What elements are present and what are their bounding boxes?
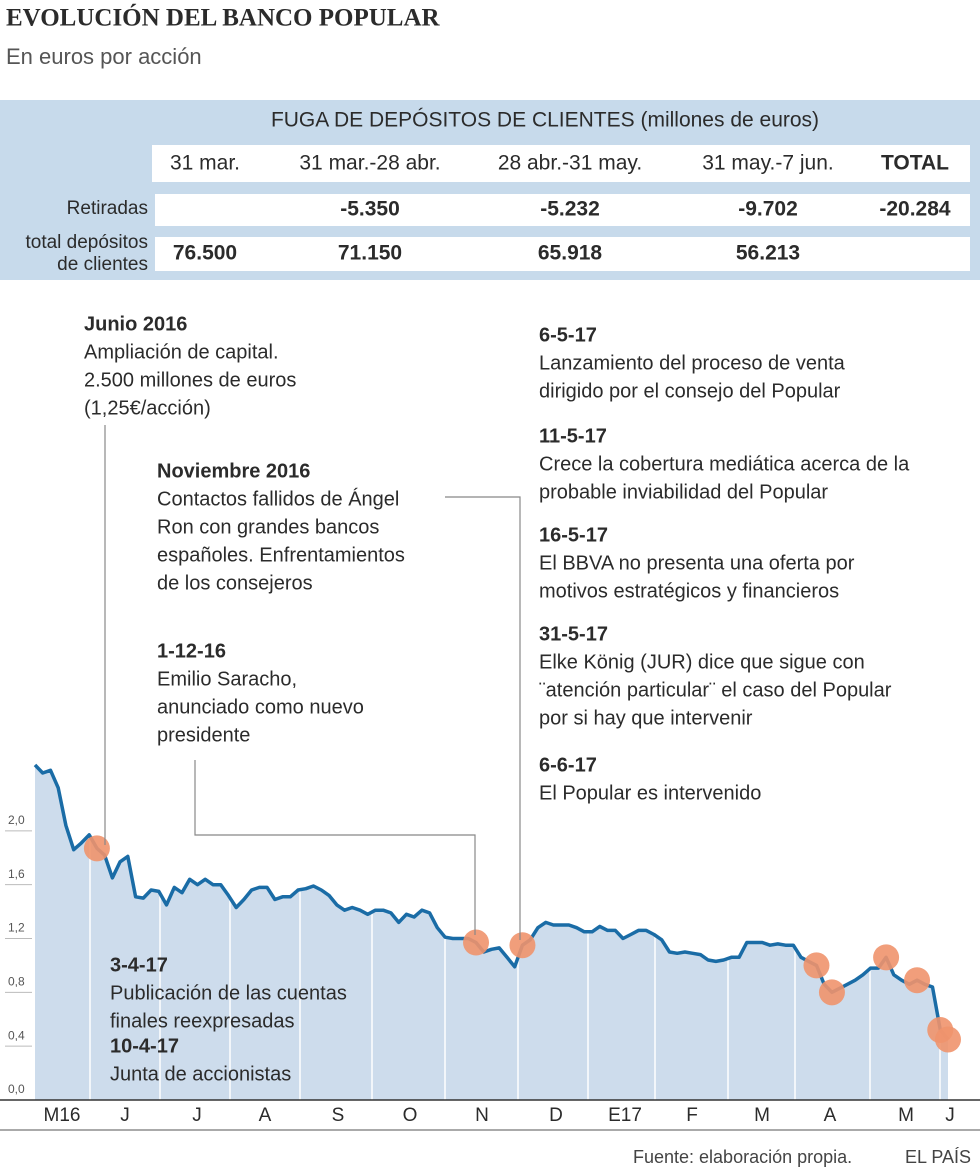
- row-label: de clientes: [57, 254, 148, 275]
- price-line: [33, 763, 950, 1041]
- annotation-date: 1-12-16: [157, 640, 226, 662]
- annotation-date: 16-5-17: [539, 524, 608, 546]
- annotation-date: Junio 2016: [84, 313, 187, 335]
- x-tick-label: E17: [608, 1105, 642, 1126]
- row-label: Retiradas: [67, 198, 148, 219]
- cell-value: 65.918: [538, 242, 603, 265]
- y-tick-label: 2,0: [8, 813, 25, 827]
- annotation-text: anunciado como nuevo: [157, 696, 364, 718]
- annotation-text: Publicación de las cuentas: [110, 982, 347, 1004]
- annotation-text: presidente: [157, 724, 250, 746]
- x-tick-label: O: [403, 1105, 418, 1126]
- row-strip: [155, 237, 970, 271]
- x-tick-label: D: [549, 1105, 563, 1126]
- column-header: 31 mar.-28 abr.: [299, 152, 440, 175]
- annotation-text: 2.500 millones de euros: [84, 369, 296, 391]
- cell-value: 76.500: [173, 242, 237, 265]
- annotation-text: motivos estratégicos y financieros: [539, 580, 839, 602]
- x-tick-label: S: [332, 1105, 345, 1126]
- plot: 0,0 0,4 0,8 1,2 1,6 2,0 M16 J J A S O N D E17 F M A M J: [0, 763, 980, 1131]
- column-header: TOTAL: [881, 152, 949, 175]
- annotation-text: El Popular es intervenido: [539, 782, 761, 804]
- column-header: 28 abr.-31 may.: [498, 152, 642, 175]
- annotation-text: por si hay que intervenir: [539, 707, 753, 729]
- cell-value: -20.284: [879, 198, 951, 221]
- annotation-text: de los consejeros: [157, 572, 313, 594]
- header-strip: [152, 145, 970, 182]
- annotation-date: 11-5-17: [539, 425, 607, 447]
- event-marker: [935, 1026, 961, 1053]
- x-tick-label: A: [259, 1105, 272, 1126]
- annotation-date: 31-5-17: [539, 623, 608, 645]
- event-marker: [83, 835, 110, 862]
- subtitle: En euros por acción: [6, 44, 202, 69]
- annotation-text: Junta de accionistas: [110, 1063, 291, 1085]
- event-marker: [509, 932, 536, 959]
- event-marker: [873, 944, 900, 971]
- table-title: FUGA DE DEPÓSITOS DE CLIENTES (millones …: [271, 109, 819, 132]
- y-tick-label: 0,8: [8, 975, 25, 989]
- annotation-text: Ron con grandes bancos: [157, 516, 379, 538]
- x-tick-label: N: [475, 1105, 489, 1126]
- annotation-text: Lanzamiento del proceso de venta: [539, 352, 846, 374]
- annotation-text: finales reexpresadas: [110, 1010, 295, 1032]
- x-tick-label: M: [754, 1105, 770, 1126]
- leader-line: [445, 496, 521, 940]
- column-header: 31 may.-7 jun.: [702, 152, 834, 175]
- row-strip: [155, 194, 970, 226]
- y-tick-label: 1,2: [8, 921, 25, 935]
- annotation-date: Noviembre 2016: [157, 460, 310, 482]
- event-marker: [904, 967, 931, 994]
- x-tick-label: F: [686, 1105, 698, 1126]
- event-marker: [818, 979, 845, 1006]
- x-tick-label: A: [824, 1105, 837, 1126]
- title: EVOLUCIÓN DEL BANCO POPULAR: [6, 4, 441, 32]
- source: Fuente: elaboración propia.: [633, 1147, 852, 1167]
- annotation-text: españoles. Enfrentamientos: [157, 544, 405, 566]
- annotation-text: (1,25€/acción): [84, 397, 211, 419]
- publisher: EL PAÍS: [905, 1147, 971, 1167]
- annotation-text: probable inviabilidad del Popular: [539, 481, 828, 503]
- annotation-date: 3-4-17: [110, 954, 168, 976]
- annotation-text: Emilio Saracho,: [157, 668, 297, 690]
- annotation-text: Crece la cobertura mediática acerca de l…: [539, 453, 910, 475]
- cell-value: 71.150: [338, 242, 402, 265]
- annotation-text: ¨atención particular¨ el caso del Popula…: [539, 679, 892, 701]
- event-marker: [463, 929, 490, 956]
- annotation-text: Elke König (JUR) dice que sigue con: [539, 651, 865, 673]
- event-marker: [803, 952, 830, 979]
- cell-value: -5.232: [540, 198, 600, 221]
- leader-line: [194, 760, 476, 935]
- annotation-date: 6-6-17: [539, 754, 597, 776]
- x-tick-label: J: [192, 1105, 202, 1126]
- annotation-text: Contactos fallidos de Ángel: [157, 487, 399, 510]
- annotation-text: dirigido por el consejo del Popular: [539, 380, 841, 402]
- cell-value: 56.213: [736, 242, 800, 265]
- area: [35, 764, 948, 1100]
- y-tick-label: 1,6: [8, 867, 25, 881]
- y-tick-label: 0,4: [8, 1028, 25, 1042]
- annotation-text: Ampliación de capital.: [84, 341, 279, 363]
- annotation-text: El BBVA no presenta una oferta por: [539, 552, 855, 574]
- column-header: 31 mar.: [170, 152, 240, 175]
- cell-value: -5.350: [340, 198, 400, 221]
- x-tick-label: M16: [44, 1105, 81, 1126]
- y-tick-label: 0,0: [8, 1082, 25, 1096]
- leaders: [104, 425, 521, 940]
- x-tick-label: M: [898, 1105, 914, 1126]
- x-tick-label: J: [120, 1105, 130, 1126]
- cell-value: -9.702: [738, 198, 798, 221]
- row-label: total depósitos: [25, 232, 148, 253]
- x-tick-label: J: [945, 1105, 955, 1126]
- annotation-date: 10-4-17: [110, 1035, 179, 1057]
- annotation-date: 6-5-17: [539, 324, 597, 346]
